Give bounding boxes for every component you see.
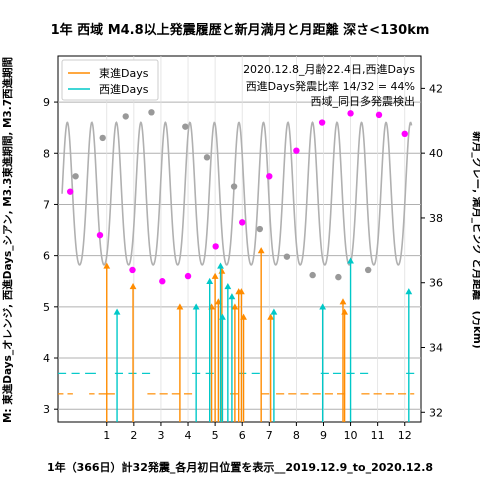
east-event-marker: [341, 308, 349, 315]
annotation-detect: 西域_同日多発震検出: [311, 94, 416, 108]
annotation-date: 2020.12.8_月齢22.4日,西進Days: [243, 62, 415, 76]
new-moon-point: [122, 113, 129, 120]
new-moon-point: [203, 154, 211, 161]
new-moon-point: [283, 253, 291, 260]
east-event-marker: [103, 262, 111, 269]
east-event-marker: [267, 313, 275, 320]
west-event-marker: [219, 313, 226, 320]
x-tick-label: 6: [239, 429, 246, 442]
full-moon-point: [293, 147, 300, 154]
chart-title: 1年 西域 M4.8以上発震履歴と新月満月と月距離 深さ<130km: [51, 22, 430, 38]
y-tick-label-left: 9: [43, 96, 50, 109]
west-event-marker: [217, 262, 224, 269]
full-moon-point: [239, 219, 246, 226]
new-moon-point: [335, 273, 342, 281]
x-tick-label: 1: [103, 429, 110, 442]
full-moon-point: [347, 110, 354, 117]
y-tick-label-left: 3: [43, 403, 50, 416]
east-event-marker: [257, 247, 265, 254]
moon-phase-points: [66, 109, 408, 285]
x-axis-label: 1年（366日）計32発震_各月初日位置を表示__2019.12.9_to_20…: [47, 460, 433, 474]
west-event-marker: [228, 293, 236, 300]
y-tick-label-left: 6: [43, 250, 50, 263]
y-axis-left-label: M: 東進Days_オレンジ, 西進Days_シアン, M3.3東進期間, M3…: [1, 57, 14, 423]
east-event-marker: [240, 313, 247, 320]
west-event-marker: [319, 303, 327, 310]
x-tick-label: 4: [185, 429, 192, 442]
y-tick-label-right: 40: [429, 147, 443, 160]
moon-distance-curve: [61, 121, 413, 266]
west-event-marker: [270, 308, 278, 315]
new-moon-point: [148, 109, 155, 116]
west-event-marker: [113, 308, 121, 315]
east-event-marker: [237, 288, 245, 295]
east-event-marker: [339, 298, 347, 305]
y-tick-label-left: 8: [43, 147, 50, 160]
x-tick-label: 7: [266, 429, 273, 442]
full-moon-point: [159, 278, 166, 285]
east-event-marker: [211, 272, 219, 279]
new-moon-point: [182, 123, 189, 130]
legend-box: [61, 59, 159, 101]
full-moon-point: [212, 243, 219, 250]
west-event-marker: [347, 257, 354, 264]
east-event-marker: [176, 303, 184, 310]
full-moon-point: [266, 173, 273, 180]
full-moon-point: [129, 266, 136, 274]
earthquake-events: [103, 247, 413, 422]
x-tick-label: 11: [371, 429, 385, 442]
plot-area: [57, 55, 422, 423]
full-moon-point: [66, 188, 74, 195]
moon-distance-line: [61, 121, 413, 266]
x-tick-label: 12: [398, 429, 412, 442]
west-event-marker: [224, 282, 232, 290]
full-moon-point: [318, 119, 326, 126]
legend: 東進Days 西進Days: [61, 59, 159, 101]
x-tick-label: 3: [157, 429, 164, 442]
west-event-marker: [405, 288, 413, 295]
west-event-marker: [192, 303, 200, 310]
new-moon-point: [256, 225, 264, 233]
y-tick-label-left: 5: [43, 301, 50, 314]
new-moon-point: [230, 183, 238, 190]
annotation-ratio: 西進Days発震比率 14/32 = 44%: [246, 79, 415, 93]
legend-east-label: 東進Days: [99, 67, 149, 80]
full-moon-point: [184, 272, 192, 280]
x-tick-label: 10: [344, 429, 358, 442]
y-axis-right-label: 新月_グレー, 満月_ピンク と月距離 (万km): [471, 131, 480, 348]
y-tick-label-right: 32: [429, 406, 443, 419]
y-tick-label-right: 34: [429, 342, 443, 355]
west-event-marker: [206, 277, 214, 284]
east-event-marker: [129, 282, 137, 290]
new-moon-point: [309, 271, 316, 279]
y-tick-label-right: 42: [429, 82, 443, 95]
x-tick-label: 2: [130, 429, 137, 442]
new-moon-point: [99, 134, 106, 142]
full-moon-point: [401, 130, 408, 138]
x-tick-label: 5: [212, 429, 219, 442]
x-tick-label: 8: [293, 429, 300, 442]
x-tick-label: 9: [320, 429, 327, 442]
east-event-marker: [231, 303, 239, 310]
full-moon-point: [375, 111, 383, 119]
legend-west-label: 西進Days: [99, 83, 149, 96]
y-tick-label-right: 38: [429, 212, 443, 225]
new-moon-point: [364, 266, 372, 274]
new-moon-point: [72, 173, 79, 180]
y-tick-label-right: 36: [429, 277, 443, 290]
full-moon-point: [96, 231, 104, 239]
period-lines: [58, 372, 415, 395]
y-tick-label-left: 4: [43, 352, 50, 365]
y-tick-label-left: 7: [43, 198, 50, 211]
